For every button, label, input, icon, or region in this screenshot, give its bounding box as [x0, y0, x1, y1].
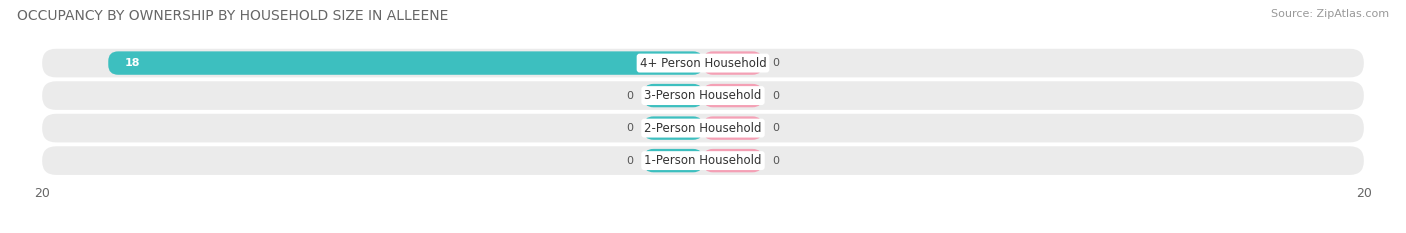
Text: 0: 0 [772, 58, 779, 68]
FancyBboxPatch shape [108, 51, 703, 75]
FancyBboxPatch shape [42, 114, 1364, 142]
Text: 0: 0 [627, 123, 634, 133]
FancyBboxPatch shape [42, 49, 1364, 77]
Text: 0: 0 [772, 123, 779, 133]
FancyBboxPatch shape [644, 116, 703, 140]
Text: OCCUPANCY BY OWNERSHIP BY HOUSEHOLD SIZE IN ALLEENE: OCCUPANCY BY OWNERSHIP BY HOUSEHOLD SIZE… [17, 9, 449, 23]
FancyBboxPatch shape [644, 149, 703, 172]
FancyBboxPatch shape [644, 84, 703, 107]
Text: 4+ Person Household: 4+ Person Household [640, 57, 766, 70]
Text: 0: 0 [772, 91, 779, 101]
Text: Source: ZipAtlas.com: Source: ZipAtlas.com [1271, 9, 1389, 19]
FancyBboxPatch shape [42, 81, 1364, 110]
Text: 0: 0 [627, 156, 634, 166]
Text: 1-Person Household: 1-Person Household [644, 154, 762, 167]
Text: 0: 0 [772, 156, 779, 166]
FancyBboxPatch shape [703, 84, 762, 107]
FancyBboxPatch shape [703, 51, 762, 75]
Text: 2-Person Household: 2-Person Household [644, 122, 762, 135]
FancyBboxPatch shape [703, 116, 762, 140]
FancyBboxPatch shape [42, 146, 1364, 175]
FancyBboxPatch shape [703, 149, 762, 172]
Text: 3-Person Household: 3-Person Household [644, 89, 762, 102]
Text: 0: 0 [627, 91, 634, 101]
Text: 18: 18 [125, 58, 141, 68]
